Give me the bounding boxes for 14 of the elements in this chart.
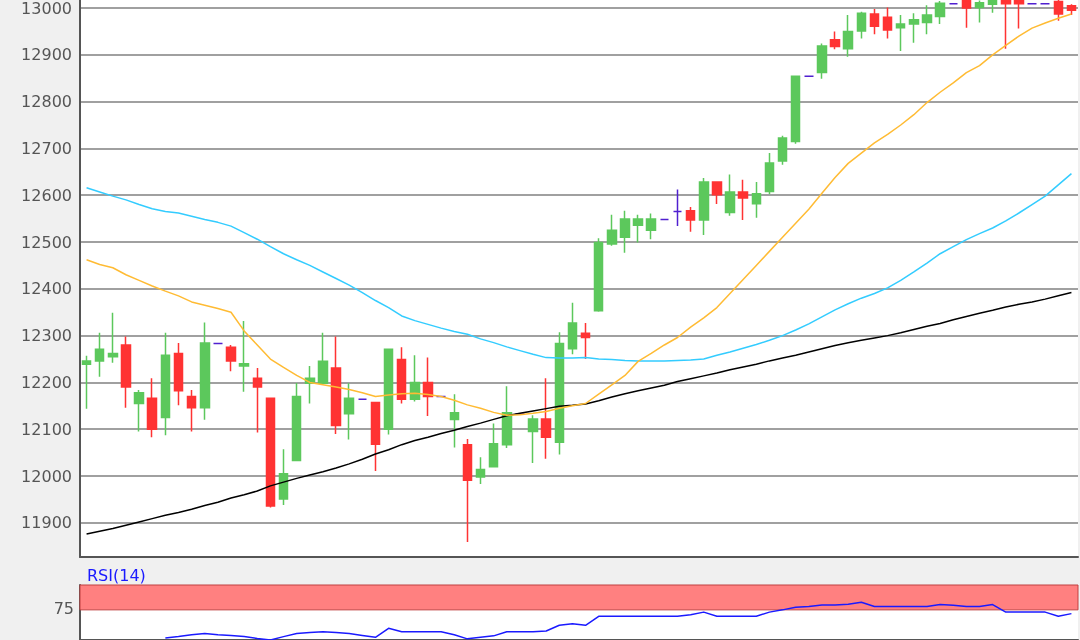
- y-tick-label: 12600: [21, 185, 72, 205]
- chart-title: RSI(14): [87, 565, 146, 585]
- y-tick-label: 12100: [21, 419, 72, 439]
- y-tick-label: 12200: [21, 372, 72, 392]
- y-tick-label: 12500: [21, 232, 72, 252]
- y-tick-label: 12900: [21, 45, 72, 65]
- y-tick-label: 12000: [21, 466, 72, 486]
- y-tick-label: 13000: [21, 0, 72, 18]
- y-tick-label: 11900: [21, 513, 72, 533]
- text: 75: [53, 599, 74, 619]
- y-tick-label: 12300: [21, 326, 72, 346]
- y-tick-label: 12400: [21, 279, 72, 299]
- y-tick-label: 12700: [21, 138, 72, 158]
- y-tick-label: 12800: [21, 92, 72, 112]
